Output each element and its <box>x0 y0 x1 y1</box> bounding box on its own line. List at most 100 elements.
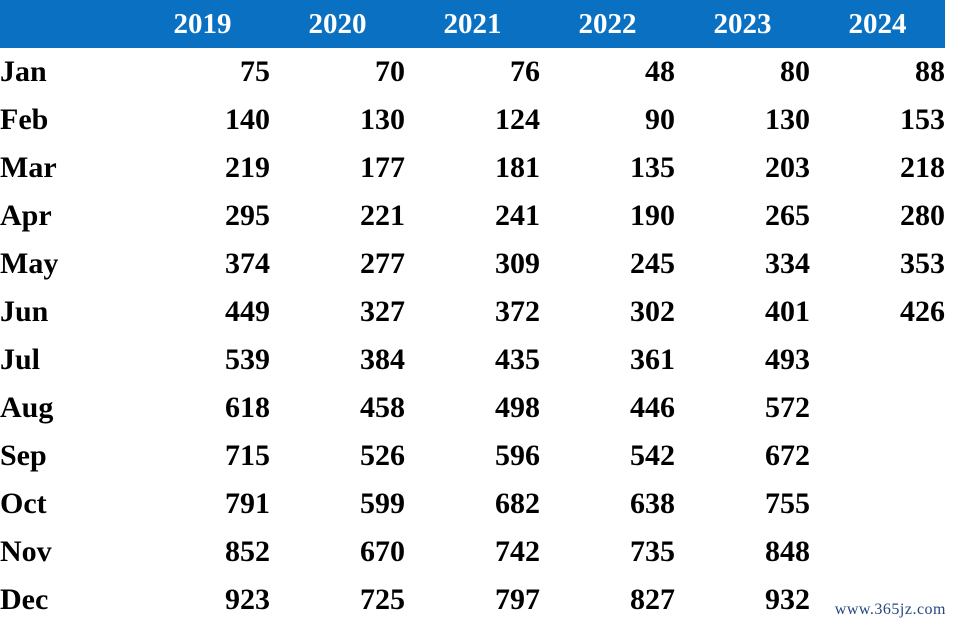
month-label: Dec <box>0 583 49 616</box>
value-cell: 797 <box>495 583 540 616</box>
value-cell: 542 <box>630 439 675 472</box>
value-cell: 599 <box>360 487 405 520</box>
value-cell: 827 <box>630 583 675 616</box>
watermark-site-link[interactable]: www.365jz.com <box>834 601 946 618</box>
value-cell: 791 <box>225 487 270 520</box>
month-label: Jan <box>0 55 47 88</box>
value-cell: 334 <box>765 247 810 280</box>
value-cell: 302 <box>630 295 675 328</box>
table-row-oct: Oct 791 599 682 638 755 <box>0 480 945 528</box>
value-cell: 48 <box>645 55 675 88</box>
value-cell: 725 <box>360 583 405 616</box>
value-cell: 277 <box>360 247 405 280</box>
value-cell: 88 <box>915 55 945 88</box>
value-cell: 638 <box>630 487 675 520</box>
month-label: Mar <box>0 151 57 184</box>
value-cell: 221 <box>360 199 405 232</box>
table-row-jun: Jun 449 327 372 302 401 426 <box>0 288 945 336</box>
value-cell: 672 <box>765 439 810 472</box>
value-cell <box>810 336 945 384</box>
value-cell: 932 <box>765 583 810 616</box>
table-row-sep: Sep 715 526 596 542 672 <box>0 432 945 480</box>
value-cell: 130 <box>765 103 810 136</box>
value-cell: 327 <box>360 295 405 328</box>
value-cell: 372 <box>495 295 540 328</box>
value-cell: 923 <box>225 583 270 616</box>
value-cell: 124 <box>495 103 540 136</box>
corner-header-cell <box>0 0 135 48</box>
year-column-header-2021: 2021 <box>405 0 540 48</box>
value-cell: 572 <box>765 391 810 424</box>
value-cell: 280 <box>900 199 945 232</box>
value-cell: 374 <box>225 247 270 280</box>
value-cell: 526 <box>360 439 405 472</box>
value-cell <box>810 432 945 480</box>
value-cell: 426 <box>900 295 945 328</box>
value-cell: 435 <box>495 343 540 376</box>
table-row-nov: Nov 852 670 742 735 848 <box>0 528 945 576</box>
month-label: Apr <box>0 199 52 232</box>
month-label: Sep <box>0 439 47 472</box>
value-cell: 353 <box>900 247 945 280</box>
value-cell: 295 <box>225 199 270 232</box>
value-cell: 309 <box>495 247 540 280</box>
month-label: Oct <box>0 487 47 520</box>
month-label: Jun <box>0 295 49 328</box>
value-cell: 618 <box>225 391 270 424</box>
value-cell <box>810 384 945 432</box>
value-cell: 446 <box>630 391 675 424</box>
year-column-header-2020: 2020 <box>270 0 405 48</box>
month-label: Nov <box>0 535 52 568</box>
table-row-jul: Jul 539 384 435 361 493 <box>0 336 945 384</box>
value-cell: 245 <box>630 247 675 280</box>
value-cell: 75 <box>240 55 270 88</box>
month-label: May <box>0 247 59 280</box>
table-row-apr: Apr 295 221 241 190 265 280 <box>0 192 945 240</box>
table-row-aug: Aug 618 458 498 446 572 <box>0 384 945 432</box>
value-cell: 241 <box>495 199 540 232</box>
value-cell: 401 <box>765 295 810 328</box>
table-header: 2019 2020 2021 2022 2023 2024 <box>0 0 945 48</box>
value-cell: 596 <box>495 439 540 472</box>
month-label: Aug <box>0 391 54 424</box>
value-cell: 384 <box>360 343 405 376</box>
value-cell: 190 <box>630 199 675 232</box>
value-cell: 218 <box>900 151 945 184</box>
table-row-feb: Feb 140 130 124 90 130 153 <box>0 96 945 144</box>
value-cell: 852 <box>225 535 270 568</box>
year-column-header-2022: 2022 <box>540 0 675 48</box>
value-cell: 70 <box>375 55 405 88</box>
month-label: Feb <box>0 103 49 136</box>
value-cell: 848 <box>765 535 810 568</box>
value-cell: 219 <box>225 151 270 184</box>
value-cell <box>810 480 945 528</box>
table-row-dec: Dec 923 725 797 827 932 <box>0 576 945 624</box>
table-row-may: May 374 277 309 245 334 353 <box>0 240 945 288</box>
year-column-header-2023: 2023 <box>675 0 810 48</box>
value-cell: 177 <box>360 151 405 184</box>
table-body: Jan 75 70 76 48 80 88 Feb 140 130 124 90 130 153 Mar 21… <box>0 48 945 624</box>
header-row: 2019 2020 2021 2022 2023 2024 <box>0 0 945 48</box>
value-cell: 203 <box>765 151 810 184</box>
value-cell: 670 <box>360 535 405 568</box>
value-cell: 80 <box>780 55 810 88</box>
value-cell: 90 <box>645 103 675 136</box>
month-label: Jul <box>0 343 41 376</box>
value-cell: 153 <box>900 103 945 136</box>
value-cell: 361 <box>630 343 675 376</box>
table-row-mar: Mar 219 177 181 135 203 218 <box>0 144 945 192</box>
value-cell: 181 <box>495 151 540 184</box>
value-cell: 742 <box>495 535 540 568</box>
value-cell: 140 <box>225 103 270 136</box>
value-cell: 265 <box>765 199 810 232</box>
value-cell: 755 <box>765 487 810 520</box>
value-cell: 135 <box>630 151 675 184</box>
value-cell: 449 <box>225 295 270 328</box>
value-cell: 539 <box>225 343 270 376</box>
value-cell: 498 <box>495 391 540 424</box>
year-column-header-2024: 2024 <box>810 0 945 48</box>
value-cell: 715 <box>225 439 270 472</box>
value-cell: 735 <box>630 535 675 568</box>
year-column-header-2019: 2019 <box>135 0 270 48</box>
